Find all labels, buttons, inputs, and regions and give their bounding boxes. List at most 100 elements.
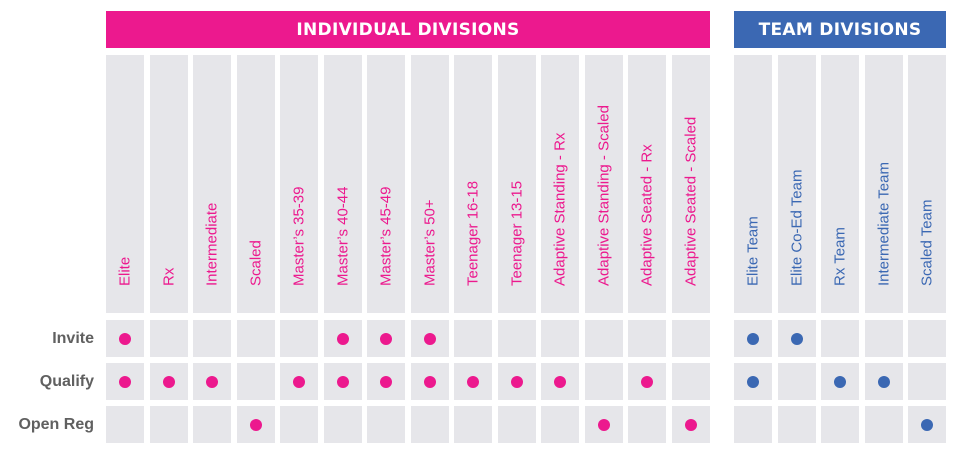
division-label: Master’s 50+ <box>421 199 439 286</box>
matrix-cell <box>454 363 492 400</box>
division-label: Adaptive Standing - Rx <box>551 132 569 286</box>
matrix-cell <box>821 363 859 400</box>
division-column-header: Master’s 50+ <box>411 55 449 313</box>
matrix-cell <box>324 406 362 443</box>
division-column-header: Adaptive Seated - Scaled <box>672 55 710 313</box>
division-label: Teenager 16-18 <box>464 180 482 286</box>
matrix-cell <box>778 363 816 400</box>
matrix-cell <box>454 406 492 443</box>
matrix-cell <box>150 320 188 357</box>
matrix-cell <box>778 406 816 443</box>
division-label: Intermediate <box>203 202 221 286</box>
matrix-cell <box>106 406 144 443</box>
division-label: Scaled Team <box>918 199 936 286</box>
division-column-header: Elite Co-Ed Team <box>778 55 816 313</box>
division-column-header: Teenager 13-15 <box>498 55 536 313</box>
row-label: Qualify <box>39 372 94 390</box>
division-column-header: Master’s 35-39 <box>280 55 318 313</box>
division-label: Intermediate Team <box>875 162 893 286</box>
division-label: Master’s 45-49 <box>377 186 395 287</box>
matrix-cell <box>150 363 188 400</box>
matrix-cell <box>280 320 318 357</box>
division-column-header: Master’s 40-44 <box>324 55 362 313</box>
matrix-cell <box>778 320 816 357</box>
availability-dot <box>206 375 218 388</box>
availability-dot <box>511 375 523 388</box>
division-label: Elite Co-Ed Team <box>788 169 806 286</box>
availability-dot <box>598 418 610 431</box>
division-label: Master’s 40-44 <box>334 186 352 287</box>
matrix-cell <box>865 363 903 400</box>
matrix-cell <box>280 363 318 400</box>
matrix-cell <box>193 363 231 400</box>
matrix-cell <box>628 406 666 443</box>
availability-dot <box>337 375 349 388</box>
availability-dot <box>293 375 305 388</box>
division-column-header: Rx <box>150 55 188 313</box>
division-column-header: Adaptive Seated - Rx <box>628 55 666 313</box>
division-column-header: Rx Team <box>821 55 859 313</box>
matrix-cell <box>367 320 405 357</box>
matrix-cell <box>541 320 579 357</box>
division-column-header: Intermediate Team <box>865 55 903 313</box>
matrix-cell <box>193 406 231 443</box>
matrix-cell <box>411 406 449 443</box>
division-label: Rx <box>160 267 178 286</box>
availability-dot <box>747 375 759 388</box>
matrix-cell <box>908 406 946 443</box>
division-column-header: Master’s 45-49 <box>367 55 405 313</box>
availability-dot <box>878 375 890 388</box>
matrix-cell <box>672 363 710 400</box>
division-column-header: Intermediate <box>193 55 231 313</box>
availability-dot <box>685 418 697 431</box>
matrix-cell <box>734 406 772 443</box>
availability-dot <box>791 332 803 345</box>
matrix-cell <box>541 406 579 443</box>
division-label: Adaptive Seated - Rx <box>638 144 656 286</box>
availability-dot <box>424 375 436 388</box>
availability-dot <box>467 375 479 388</box>
availability-dot <box>250 418 262 431</box>
matrix-cell <box>411 320 449 357</box>
matrix-cell <box>908 320 946 357</box>
availability-dot <box>337 332 349 345</box>
matrix-cell <box>237 320 275 357</box>
availability-dot <box>641 375 653 388</box>
row-label: Invite <box>52 329 94 347</box>
matrix-cell <box>498 363 536 400</box>
division-label: Adaptive Seated - Scaled <box>682 116 700 286</box>
matrix-cell <box>734 320 772 357</box>
matrix-cell <box>672 406 710 443</box>
matrix-cell <box>865 320 903 357</box>
availability-dot <box>380 332 392 345</box>
matrix-cell <box>541 363 579 400</box>
matrix-cell <box>411 363 449 400</box>
matrix-cell <box>193 320 231 357</box>
team-divisions-header: TEAM DIVISIONS <box>734 11 946 48</box>
availability-dot <box>380 375 392 388</box>
division-column-header: Scaled Team <box>908 55 946 313</box>
division-label: Rx Team <box>831 227 849 286</box>
matrix-cell <box>324 363 362 400</box>
matrix-cell <box>106 363 144 400</box>
matrix-cell <box>237 363 275 400</box>
division-column-header: Scaled <box>237 55 275 313</box>
availability-dot <box>424 332 436 345</box>
row-label: Open Reg <box>18 415 94 433</box>
matrix-cell <box>150 406 188 443</box>
matrix-cell <box>498 406 536 443</box>
matrix-cell <box>821 320 859 357</box>
division-column-header: Elite Team <box>734 55 772 313</box>
division-label: Scaled <box>247 240 265 286</box>
matrix-cell <box>367 363 405 400</box>
availability-dot <box>921 418 933 431</box>
division-label: Elite <box>116 256 134 286</box>
availability-dot <box>163 375 175 388</box>
matrix-cell <box>628 363 666 400</box>
availability-dot <box>119 332 131 345</box>
matrix-cell <box>454 320 492 357</box>
matrix-cell <box>106 320 144 357</box>
matrix-cell <box>585 406 623 443</box>
matrix-cell <box>324 320 362 357</box>
matrix-cell <box>734 363 772 400</box>
